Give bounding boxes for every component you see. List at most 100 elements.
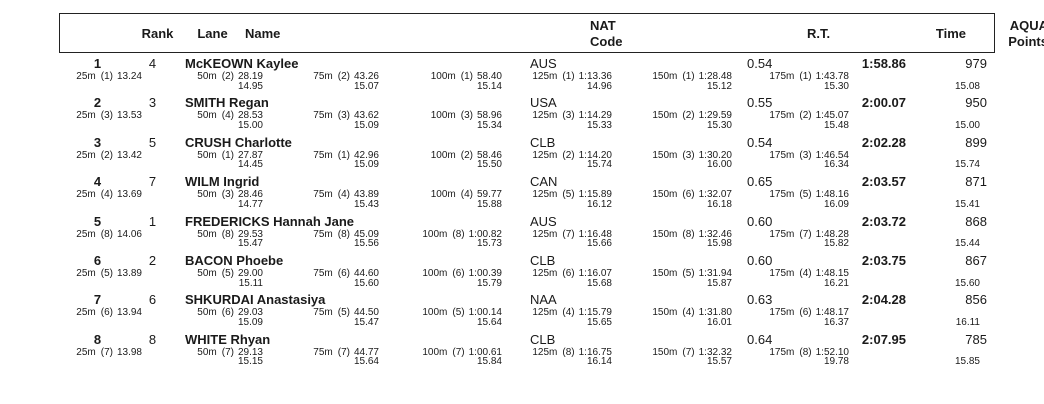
split-cumulative-time: 1:16.48 bbox=[578, 228, 612, 240]
result-row: 1 4 McKEOWN Kaylee AUS 0.54 1:58.86 979 … bbox=[0, 54, 1044, 94]
column-header-time: Time bbox=[935, 26, 966, 41]
split-lap-time: 16.18 bbox=[706, 198, 732, 210]
swimmer-name: WILM Ingrid bbox=[185, 174, 260, 190]
split-position: (1) bbox=[682, 71, 695, 82]
split-lap-time: 15.47 bbox=[237, 238, 263, 250]
split-175m: 175m (4) 1:48.15 16.21 bbox=[763, 269, 849, 288]
split-position: (4) bbox=[337, 189, 350, 201]
split-cumulative-time: 1:15.89 bbox=[578, 189, 612, 201]
split-distance-label: 25m bbox=[76, 71, 96, 82]
split-150m: 150m (5) 1:31.94 15.87 bbox=[645, 269, 732, 288]
split-100m: 100m (5) 1:00.14 15.64 bbox=[412, 308, 502, 327]
split-75m: 75m (6) 44.60 15.60 bbox=[307, 269, 379, 288]
split-cumulative-line: 75m (4) 43.89 bbox=[307, 190, 379, 200]
split-100m: 100m (8) 1:00.82 15.73 bbox=[412, 228, 502, 249]
split-cumulative-time: 1:29.59 bbox=[698, 110, 732, 122]
split-position: (6) bbox=[682, 189, 695, 201]
column-header-nat-code: NAT Code bbox=[590, 18, 623, 50]
split-cumulative-time: 1:32.32 bbox=[698, 346, 732, 358]
split-distance-label: 100m bbox=[422, 307, 448, 319]
rank-value: 2 bbox=[93, 95, 102, 111]
split-lap-time: 15.11 bbox=[238, 277, 263, 289]
split-position: (7) bbox=[799, 228, 812, 240]
aqua-points-value: 867 bbox=[965, 253, 987, 268]
split-cumulative-line: 50m (4) 28.53 bbox=[190, 111, 263, 121]
split-cumulative-time: 59.77 bbox=[476, 189, 502, 201]
split-distance-label: 50m bbox=[197, 189, 217, 201]
split-cumulative-line: 25m (8) 14.06 bbox=[70, 229, 142, 239]
split-distance-label: 175m bbox=[769, 71, 795, 82]
split-distance-label: 125m bbox=[532, 346, 558, 358]
split-cumulative-line: 25m (3) 13.53 bbox=[70, 111, 142, 121]
split-125m: 125m (2) 1:14.20 15.74 bbox=[525, 150, 612, 170]
final-time: 2:03.75 bbox=[861, 253, 906, 268]
split-cumulative-time: 13.24 bbox=[116, 71, 142, 82]
split-distance-label: 50m bbox=[197, 71, 217, 82]
split-position: (2) bbox=[221, 71, 234, 82]
split-distance-label: 100m bbox=[422, 268, 448, 279]
split-lap-time: 15.12 bbox=[706, 80, 732, 92]
split-lap-time: 15.98 bbox=[706, 238, 732, 250]
split-25m: 25m (3) 13.53 bbox=[70, 111, 142, 121]
split-distance-label: 150m bbox=[652, 346, 678, 358]
split-lap-time: 15.64 bbox=[353, 356, 379, 368]
split-cumulative-time: 1:31.80 bbox=[698, 307, 732, 319]
split-position: (2) bbox=[682, 110, 695, 122]
split-final-lap: 15.74 bbox=[930, 160, 980, 170]
split-distance-label: 50m bbox=[197, 228, 217, 240]
split-150m: 150m (2) 1:29.59 15.30 bbox=[645, 111, 732, 130]
split-lap-time: 15.57 bbox=[706, 356, 732, 368]
split-cumulative-time: 1:16.07 bbox=[578, 268, 612, 279]
split-cumulative-line: 150m (7) 1:32.32 bbox=[645, 346, 732, 358]
result-row: 3 5 CRUSH Charlotte CLB 0.54 2:02.28 899… bbox=[0, 133, 1044, 173]
split-position: (7) bbox=[452, 346, 465, 358]
final-time: 2:02.28 bbox=[861, 134, 906, 150]
rank-value: 4 bbox=[93, 174, 102, 190]
split-cumulative-time: 1:46.54 bbox=[815, 149, 849, 161]
split-position: (3) bbox=[221, 189, 234, 201]
split-distance-label: 150m bbox=[652, 307, 678, 319]
result-row: 6 2 BACON Phoebe CLB 0.60 2:03.75 867 25… bbox=[0, 251, 1044, 291]
split-position: (1) bbox=[562, 71, 575, 82]
split-distance-label: 150m bbox=[652, 110, 678, 122]
split-cumulative-time: 1:00.14 bbox=[468, 307, 502, 319]
split-125m: 125m (7) 1:16.48 15.66 bbox=[525, 228, 612, 249]
split-cumulative-line: 25m (5) 13.89 bbox=[70, 269, 142, 279]
split-125m: 125m (1) 1:13.36 14.96 bbox=[525, 72, 612, 91]
split-distance-label: 50m bbox=[197, 268, 217, 279]
split-final-lap: 15.08 bbox=[930, 81, 980, 92]
split-cumulative-time: 1:45.07 bbox=[815, 110, 849, 122]
split-cumulative-line: 100m (5) 1:00.14 bbox=[412, 308, 502, 318]
split-cumulative-line: 125m (6) 1:16.07 bbox=[525, 269, 612, 279]
split-cumulative-line: 50m (1) 27.87 bbox=[190, 150, 263, 160]
split-lap-time: 16.34 bbox=[823, 159, 849, 171]
nat-code-value: CAN bbox=[530, 174, 558, 190]
split-50m: 50m (2) 28.19 14.95 bbox=[190, 72, 263, 91]
swimmer-name: FREDERICKS Hannah Jane bbox=[185, 213, 355, 229]
split-lap-time: 15.48 bbox=[823, 119, 849, 131]
results-table-header: Rank Lane Name NAT Code R.T. Time AQUA P… bbox=[59, 13, 1044, 53]
split-100m: 100m (3) 58.96 15.34 bbox=[412, 111, 502, 130]
split-25m: 25m (6) 13.94 bbox=[70, 308, 142, 318]
split-150m: 150m (8) 1:32.46 15.98 bbox=[645, 229, 732, 250]
split-cumulative-time: 1:52.10 bbox=[815, 346, 849, 358]
split-25m: 25m (4) 13.69 bbox=[70, 190, 142, 200]
split-lap-time: 15.68 bbox=[586, 277, 612, 289]
split-cumulative-line: 100m (2) 58.46 bbox=[412, 150, 502, 160]
split-cumulative-line: 50m (8) 29.53 bbox=[190, 228, 263, 240]
split-lap-time: 16.09 bbox=[823, 198, 849, 210]
split-cumulative-time: 29.13 bbox=[237, 346, 263, 358]
final-lap-time: 15.85 bbox=[954, 356, 980, 368]
split-cumulative-time: 45.09 bbox=[353, 228, 379, 240]
split-150m: 150m (4) 1:31.80 16.01 bbox=[645, 308, 732, 327]
split-75m: 75m (5) 44.50 15.47 bbox=[307, 308, 379, 327]
rank-value: 1 bbox=[93, 56, 102, 71]
split-cumulative-line: 175m (5) 1:48.16 bbox=[763, 190, 849, 200]
lane-value: 8 bbox=[148, 331, 157, 347]
split-100m: 100m (1) 58.40 15.14 bbox=[412, 72, 502, 91]
split-distance-label: 125m bbox=[532, 189, 558, 201]
split-position: (8) bbox=[452, 228, 465, 240]
split-cumulative-time: 1:48.17 bbox=[815, 307, 849, 319]
split-cumulative-line: 100m (1) 58.40 bbox=[412, 72, 502, 82]
